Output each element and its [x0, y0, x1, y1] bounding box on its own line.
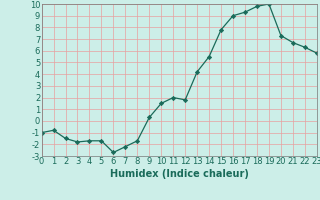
X-axis label: Humidex (Indice chaleur): Humidex (Indice chaleur) [110, 169, 249, 179]
